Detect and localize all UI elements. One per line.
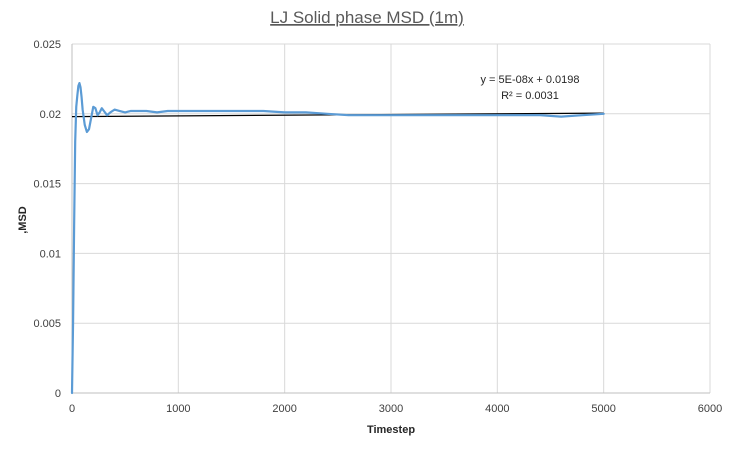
trendline-r-squared: R² = 0.0031 — [501, 90, 559, 102]
y-tick-label: 0.025 — [33, 39, 61, 51]
y-tick-label: 0.005 — [33, 318, 61, 330]
y-tick-label: 0.02 — [40, 109, 61, 121]
x-axis-label: Timestep — [367, 424, 415, 436]
y-tick-label: 0.01 — [40, 248, 61, 260]
x-tick-label: 5000 — [591, 403, 615, 415]
trendline-equation: y = 5E-08x + 0.0198 — [480, 74, 579, 86]
msd-series-line — [70, 81, 605, 395]
series-layer — [70, 81, 605, 395]
x-tick-label: 0 — [69, 403, 75, 415]
y-tick-label: 0 — [55, 388, 61, 400]
x-tick-label: 4000 — [485, 403, 509, 415]
y-tick-label: 0.015 — [33, 179, 61, 191]
x-tick-label: 6000 — [698, 403, 722, 415]
x-tick-label: 1000 — [166, 403, 190, 415]
chart-title: LJ Solid phase MSD (1m) — [270, 8, 464, 27]
tick-labels: 0 1000 2000 3000 4000 5000 6000 0 0.005 0.01 0.015… — [33, 39, 722, 415]
x-tick-label: 3000 — [379, 403, 403, 415]
x-tick-label: 2000 — [272, 403, 296, 415]
y-axis-label: ,MSD — [17, 206, 29, 234]
